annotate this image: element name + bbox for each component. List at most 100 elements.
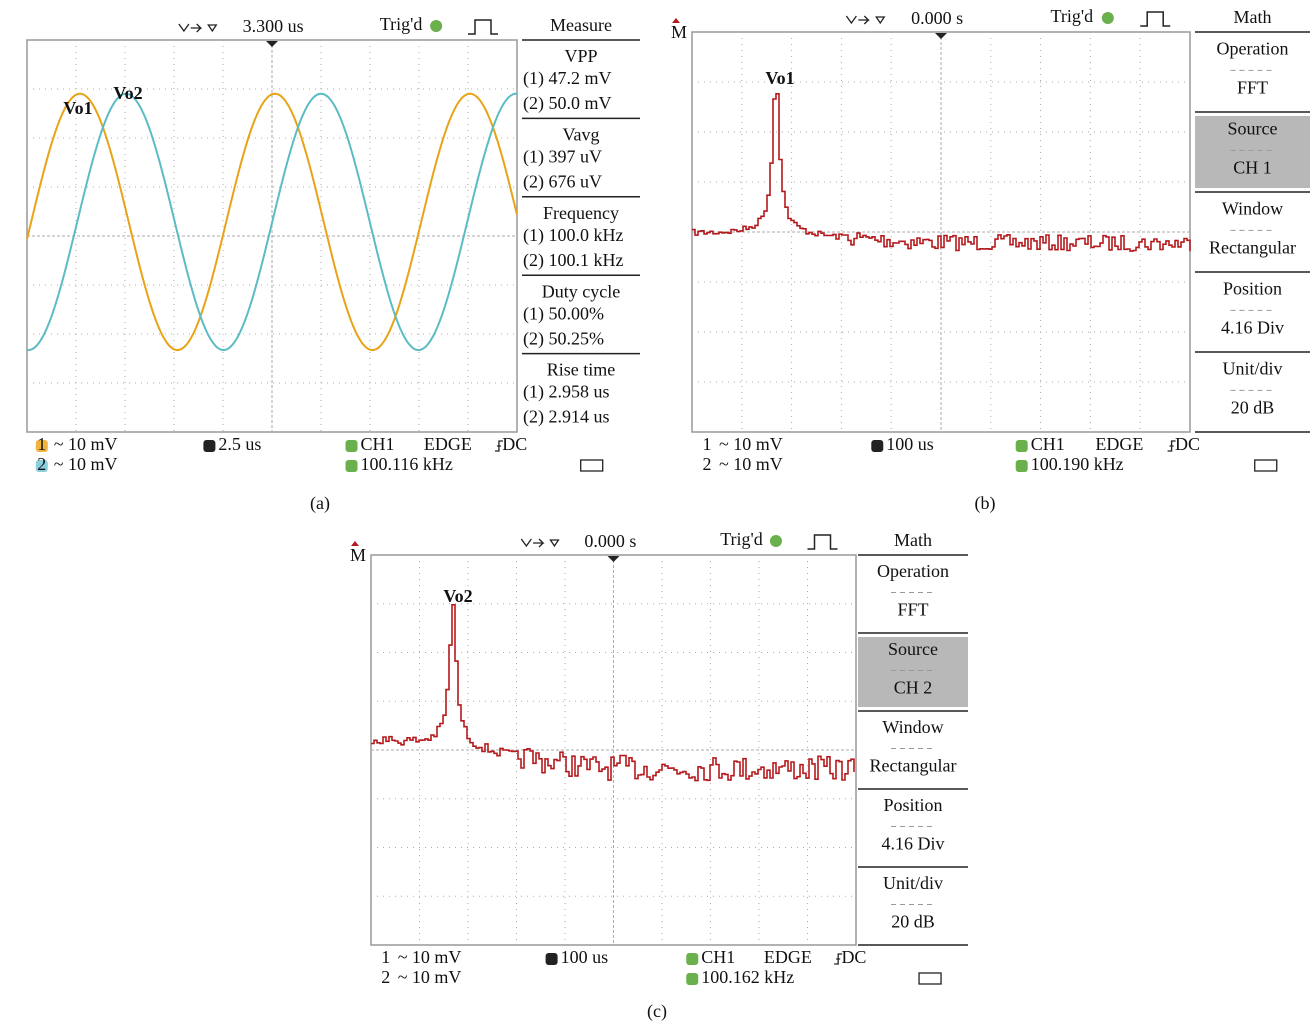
trigger-arrows-icon: [846, 16, 884, 24]
measure-value: (1) 50.00%: [523, 303, 604, 324]
fft-trace: [371, 605, 854, 781]
trigger-arrows-icon: [179, 24, 216, 32]
pulse-icon: [468, 20, 498, 34]
menu-title: Measure: [550, 15, 612, 35]
menu-label: Source: [1228, 119, 1278, 139]
measure-label: Frequency: [543, 203, 619, 223]
math-marker: M: [350, 545, 366, 565]
trigger-pointer: [608, 556, 620, 562]
measure-value: (2) 2.914 us: [523, 407, 610, 428]
panel-caption: (b): [975, 493, 996, 514]
panel-caption: (a): [310, 493, 330, 514]
timebase: 100 us: [886, 434, 934, 454]
trigger-mode: EDGE: [1095, 434, 1143, 454]
measure-value: (2) 50.0 mV: [523, 93, 612, 114]
trigger-source: CH1: [1031, 434, 1065, 454]
menu-value: 20 dB: [1231, 398, 1275, 418]
trigger-pointer: [935, 33, 947, 39]
trigger-source: CH1: [701, 947, 735, 967]
pulse-icon: [1140, 12, 1170, 26]
pulse-icon: [808, 535, 838, 549]
menu-label: Unit/div: [1222, 359, 1282, 379]
menu-label: Operation: [877, 561, 949, 581]
usb-icon: [581, 460, 603, 471]
menu-label: Window: [882, 717, 943, 737]
coupling: DC: [1175, 434, 1200, 454]
menu-value: CH 1: [1233, 158, 1272, 178]
coupling: DC: [502, 434, 527, 454]
menu-title: Math: [1234, 7, 1272, 27]
trigger-dot: [430, 20, 442, 32]
trigger-dot: [770, 535, 782, 547]
menu-label: Position: [1223, 279, 1282, 299]
channel-index: 2: [702, 454, 711, 474]
marker-arrow: [351, 541, 359, 546]
channel-scale: ~ 10 mV: [54, 454, 118, 474]
menu-value: 4.16 Div: [882, 833, 945, 853]
measure-label: Rise time: [547, 360, 616, 380]
menu-value: FFT: [1237, 78, 1268, 98]
trigger-status: Trig'd: [1051, 6, 1094, 26]
m-badge: [546, 953, 558, 965]
menu-label: Position: [883, 795, 942, 815]
f-badge: [686, 973, 698, 985]
measure-value: (1) 2.958 us: [523, 382, 610, 403]
measure-value: (2) 676 uV: [523, 172, 602, 193]
measure-value: (1) 47.2 mV: [523, 68, 612, 89]
time-offset: 3.300 us: [243, 16, 304, 36]
channel-index: 2: [381, 967, 390, 987]
trace-label: Vo2: [443, 586, 472, 606]
channel-scale: ~ 10 mV: [398, 947, 462, 967]
f-badge: [346, 460, 358, 472]
trigger-status: Trig'd: [720, 529, 763, 549]
channel-index: 1: [37, 434, 46, 454]
trigger-frequency: 100.162 kHz: [701, 967, 794, 987]
trigger-dot: [1102, 12, 1114, 24]
trace-label: Vo1: [63, 98, 92, 118]
menu-value: Rectangular: [870, 755, 957, 775]
trace-label: Vo1: [765, 68, 794, 88]
trigger-frequency: 100.190 kHz: [1031, 454, 1124, 474]
menu-label: Unit/div: [883, 873, 943, 893]
m-badge: [203, 440, 215, 452]
menu-value: CH 2: [894, 677, 933, 697]
time-offset: 0.000 s: [911, 8, 963, 28]
channel-scale: ~ 10 mV: [398, 967, 462, 987]
measure-value: (2) 50.25%: [523, 328, 604, 349]
figure: Vo1 Vo2 3.300 us Trig'd Measure VPP(1) 47.2 m…: [0, 0, 1314, 1028]
channel-index: 1: [381, 947, 390, 967]
t-badge: [1016, 440, 1028, 452]
measure-label: Duty cycle: [542, 281, 620, 301]
t-badge: [346, 440, 358, 452]
menu-value: FFT: [897, 599, 928, 619]
trigger-mode: EDGE: [764, 947, 812, 967]
timebase: 100 us: [561, 947, 609, 967]
usb-icon: [1255, 460, 1277, 471]
usb-icon: [919, 973, 941, 984]
channel-scale: ~ 10 mV: [719, 454, 783, 474]
time-offset: 0.000 s: [584, 531, 636, 551]
measure-value: (1) 100.0 kHz: [523, 225, 623, 246]
timebase: 2.5 us: [218, 434, 261, 454]
menu-title: Math: [894, 530, 932, 550]
channel-scale: ~ 10 mV: [54, 434, 118, 454]
trigger-mode: EDGE: [424, 434, 472, 454]
trigger-arrows-icon: [521, 539, 558, 547]
channel-index: 1: [702, 434, 711, 454]
trace-label: Vo2: [113, 83, 142, 103]
menu-value: 20 dB: [891, 911, 935, 931]
menu-label: Source: [888, 639, 938, 659]
panel-caption: (c): [647, 1001, 667, 1022]
measure-value: (1) 397 uV: [523, 147, 602, 168]
coupling: DC: [841, 947, 866, 967]
measure-label: VPP: [564, 46, 597, 66]
trigger-frequency: 100.116 kHz: [361, 454, 453, 474]
math-marker: M: [671, 22, 687, 42]
menu-label: Window: [1222, 199, 1283, 219]
channel-index: 2: [37, 454, 46, 474]
m-badge: [871, 440, 883, 452]
marker-arrow: [672, 18, 680, 23]
measure-value: (2) 100.1 kHz: [523, 250, 623, 271]
menu-value: 4.16 Div: [1221, 318, 1284, 338]
menu-label: Operation: [1217, 39, 1289, 59]
